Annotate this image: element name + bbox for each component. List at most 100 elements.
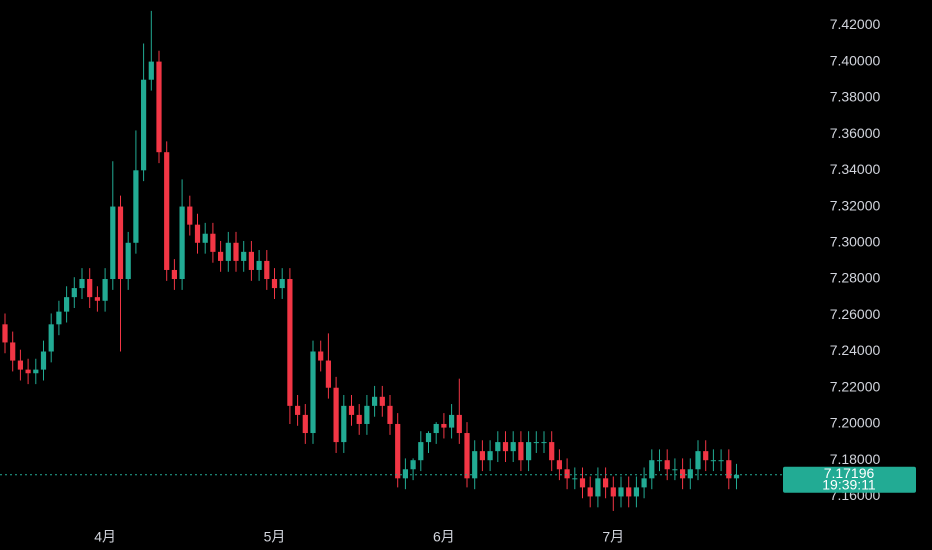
x-tick-label: 5月 [264,529,286,545]
candle-body [171,269,177,280]
candle-body [341,405,347,443]
y-tick-label: 7.22000 [830,378,881,394]
candle-body [464,433,470,479]
candle-body [603,478,609,488]
candle-body [664,460,670,470]
candle-body [156,61,162,153]
candle-body [733,474,740,479]
candle-body [449,414,455,428]
candle-body [395,423,401,479]
last-price-label: 7.17196 [824,465,875,481]
candle-body [348,405,355,415]
candle-body [549,442,555,461]
candle-body [25,369,31,374]
x-tick-label: 7月 [602,529,624,545]
candle-body [726,460,732,479]
candle-body [510,442,516,452]
candle-body [472,451,478,479]
candle-body [579,478,586,488]
candle-body [356,414,362,424]
candle-body [210,233,216,252]
candle-body [410,460,416,470]
candle-body [318,351,324,361]
candle-body [502,442,509,452]
price-tag [783,466,916,493]
candle-body [703,451,709,461]
candle-body [626,487,632,497]
candle-body [433,423,439,434]
y-tick-label: 7.24000 [830,342,881,358]
candle-body [179,206,185,280]
candle-body [456,414,462,434]
candle-body [110,206,116,280]
candle-body [325,360,331,388]
y-tick-label: 7.34000 [830,161,881,177]
candle-body [271,279,278,289]
candle-body [287,279,293,406]
candle-body [718,460,724,462]
candle-body [256,260,262,270]
candle-body [526,442,532,461]
candle-body [218,251,224,261]
candle-body [556,460,562,470]
candle-body [117,206,124,280]
candle-body [595,478,601,497]
candle-body [618,487,624,497]
candle-body [56,311,62,325]
candle-body [279,279,285,289]
candle-body [687,469,693,479]
y-tick-label: 7.38000 [830,89,881,105]
y-tick-label: 7.32000 [830,197,881,213]
candle-body [649,460,655,479]
candle-body [333,387,339,443]
x-tick-label: 6月 [433,529,455,545]
candle-body [17,360,23,370]
candle-body [479,451,485,461]
candle-body [194,224,201,243]
candle-body [641,478,647,488]
candle-body [310,351,316,434]
candle-body [102,279,108,301]
candle-body [364,405,370,424]
y-tick-label: 7.28000 [830,270,881,286]
countdown-label: 19:39:11 [822,476,876,492]
y-tick-label: 7.40000 [830,52,881,68]
candle-body [225,242,231,261]
y-tick-label: 7.26000 [830,306,881,322]
y-tick-label: 7.36000 [830,125,881,141]
candle-body [656,460,663,462]
candle-body [302,414,308,434]
candle-body [533,442,539,444]
candle-body [87,279,93,298]
candle-body [187,206,193,225]
candle-body [672,469,678,471]
candle-body [295,405,301,415]
candle-body [248,251,254,270]
candle-body [264,260,270,280]
candle-body [587,487,593,497]
candle-body [71,288,77,298]
candle-body [125,242,131,280]
candle-body [164,152,170,270]
candle-body [40,351,47,370]
candle-body [541,442,547,444]
x-tick-label: 4月 [94,529,116,545]
candle-body [133,170,139,243]
y-tick-label: 7.30000 [830,233,881,249]
candle-body [387,405,393,424]
y-tick-label: 7.42000 [830,16,881,32]
candle-body [233,242,239,261]
candle-body [372,396,378,406]
candle-body [148,61,154,80]
y-tick-label: 7.20000 [830,415,881,431]
candle-body [10,342,16,361]
candle-body [48,324,54,352]
candle-body [425,433,432,443]
candle-body [33,369,39,374]
candle-body [418,442,424,461]
candle-body [487,451,493,461]
candle-body [402,469,408,479]
candle-body [241,251,247,261]
